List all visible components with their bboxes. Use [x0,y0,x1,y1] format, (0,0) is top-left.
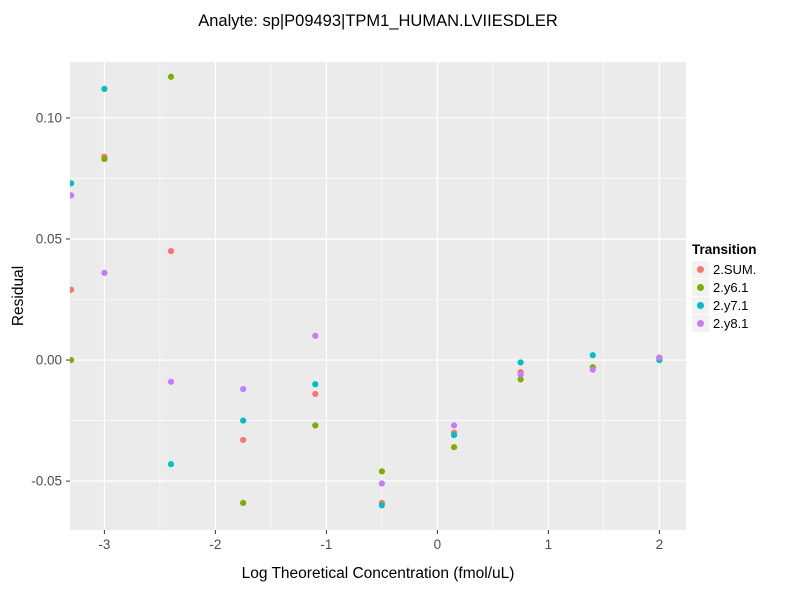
data-point [312,332,319,339]
data-point [167,378,175,385]
legend-label: 2.y7.1 [713,298,749,313]
y-tick-label: 0.00 [36,353,62,368]
data-point [589,366,596,373]
y-tick-label: -0.05 [31,474,62,489]
data-point [378,480,385,487]
data-point [517,359,524,366]
legend-point-icon [697,320,704,327]
data-point [70,180,75,187]
legend-label: 2.y8.1 [713,316,749,331]
data-point [101,85,108,92]
legend-item: 2.y6.1 [692,279,757,296]
legend: Transition 2.SUM. 2.y6.1 2.y7.1 2.y8.1 [692,242,757,333]
points-layer [70,73,663,509]
legend-item: 2.y7.1 [692,297,757,314]
legend-point-icon [697,266,704,273]
data-point [656,354,663,361]
x-tick-label: -3 [98,537,110,552]
legend-items: 2.SUM. 2.y6.1 2.y7.1 2.y8.1 [692,261,757,332]
data-point [312,381,319,388]
data-point [167,247,175,255]
data-point [517,376,524,383]
legend-title: Transition [692,242,757,257]
legend-key [692,315,709,332]
y-tick-label: 0.05 [36,231,62,246]
data-point [450,431,458,439]
data-point [70,356,75,364]
data-point [101,155,108,163]
legend-item: 2.SUM. [692,261,757,278]
data-point [240,385,247,393]
data-point [450,444,458,451]
x-tick-label: 0 [434,537,442,552]
data-point [378,468,385,475]
legend-key [692,279,709,296]
data-point [450,422,458,429]
legend-item: 2.y8.1 [692,315,757,332]
data-point [240,417,247,424]
x-axis-label: Log Theoretical Concentration (fmol/uL) [241,565,515,582]
data-point [240,499,247,506]
x-tick-label: -1 [320,537,332,552]
panel-background [70,62,686,530]
legend-point-icon [697,302,704,309]
x-tick-label: 2 [656,537,664,552]
data-point [312,422,319,429]
data-point [312,390,319,398]
data-point [517,371,524,378]
data-point [101,269,108,276]
x-tick-label: 1 [545,537,553,552]
y-tick-label: 0.10 [36,110,62,125]
legend-key [692,297,709,314]
x-tick-label: -2 [209,537,221,552]
data-point [167,73,175,80]
data-point [378,502,385,509]
chart-title: Analyte: sp|P09493|TPM1_HUMAN.LVIIESDLER [198,12,558,30]
data-point [589,352,596,359]
legend-key [692,261,709,278]
data-point [70,192,75,199]
legend-label: 2.y6.1 [713,280,749,295]
data-point [240,436,247,444]
legend-point-icon [697,284,704,291]
data-point [70,286,75,293]
data-point [167,461,175,468]
legend-label: 2.SUM. [713,262,757,277]
